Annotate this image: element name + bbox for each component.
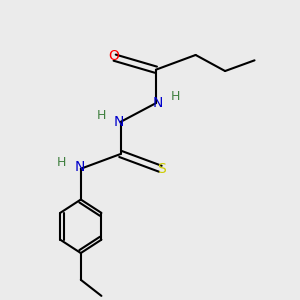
Text: N: N: [152, 96, 163, 110]
Text: O: O: [108, 49, 118, 63]
Text: S: S: [158, 162, 166, 176]
Text: H: H: [57, 155, 66, 169]
Text: H: H: [170, 90, 180, 103]
Text: N: N: [74, 160, 85, 174]
Text: H: H: [97, 109, 106, 122]
Text: N: N: [114, 115, 124, 129]
